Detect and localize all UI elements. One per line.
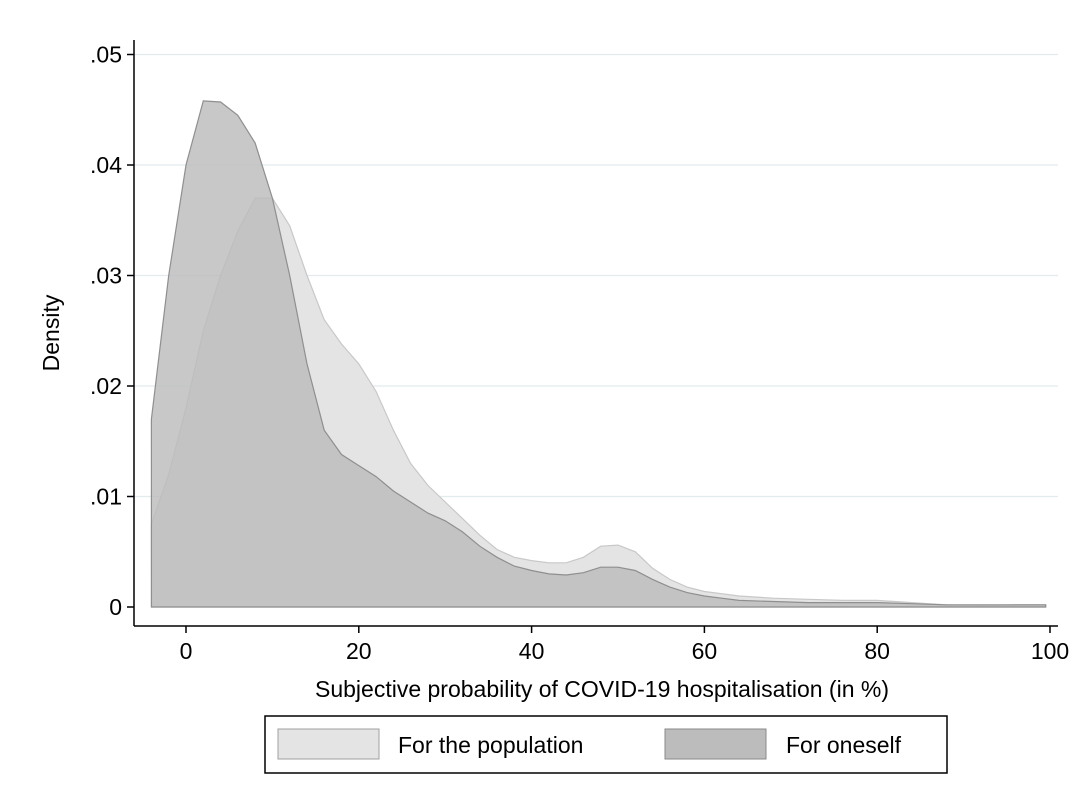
y-tick-label: 0 bbox=[109, 594, 122, 620]
legend-swatch-population bbox=[277, 728, 380, 760]
x-tick-label: 60 bbox=[692, 638, 718, 664]
axes-layer bbox=[133, 40, 1058, 627]
legend-swatch-oneself bbox=[664, 728, 767, 760]
y-tick-label: .01 bbox=[90, 484, 122, 510]
series-area-oneself bbox=[150, 100, 1047, 608]
x-axis-label: Subjective probability of COVID-19 hospi… bbox=[315, 676, 889, 702]
y-tick-label: .05 bbox=[90, 42, 122, 68]
y-tick-label: .03 bbox=[90, 263, 122, 289]
x-tick-label: 20 bbox=[346, 638, 372, 664]
x-tick-label: 100 bbox=[1031, 638, 1069, 664]
legend: For the population For oneself bbox=[264, 715, 948, 774]
series-layer bbox=[150, 100, 1047, 608]
legend-label-population: For the population bbox=[398, 732, 583, 758]
x-tick-label: 0 bbox=[180, 638, 193, 664]
legend-label-oneself: For oneself bbox=[786, 732, 902, 758]
y-tick-label: .04 bbox=[90, 152, 122, 178]
y-tick-label: .02 bbox=[90, 373, 122, 399]
x-tick-label: 80 bbox=[864, 638, 890, 664]
ticks-layer: 0 .01 .02 .03 .04 .05 0 20 40 60 80 100 bbox=[90, 42, 1069, 665]
y-axis-label: Density bbox=[38, 294, 64, 371]
x-tick-label: 40 bbox=[519, 638, 545, 664]
